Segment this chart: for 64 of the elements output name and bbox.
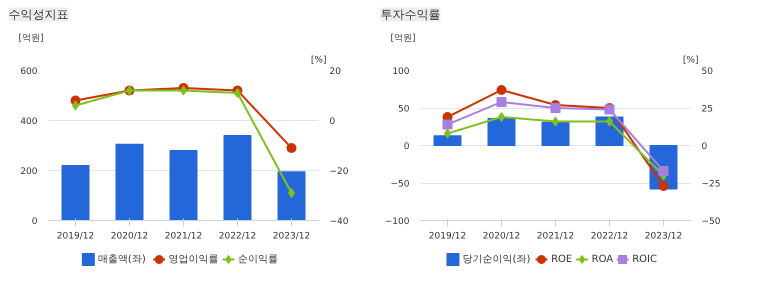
x-tick-label: 2019/12 [56,232,94,242]
x-tick-label: 2022/12 [590,232,628,242]
point [658,166,668,176]
chart-title: 수익성지표 [8,8,68,22]
y2-tick-label: 50 [702,67,714,77]
bar [170,150,198,220]
y2-tick-label: 20 [330,67,342,77]
x-tick-label: 2020/12 [482,232,520,242]
chart-title: 투자수익률 [380,8,440,22]
point [496,85,506,95]
y-tick-label: 600 [20,67,38,77]
point [552,116,559,126]
point [444,128,451,138]
x-tick-label: 2021/12 [164,232,202,242]
x-tick-label: 2021/12 [536,232,574,242]
y-axis-title: [억원] [18,34,44,44]
y-tick-label: 100 [392,67,410,77]
bar [434,135,462,146]
point [606,116,613,126]
legend-label: 매출액(좌) [98,254,146,265]
y2-tick-label: 25 [702,104,713,114]
bar [488,118,516,146]
x-tick-label: 2023/12 [272,232,310,242]
y-tick-label: 200 [20,167,38,177]
legend-label: 순이익률 [238,254,278,265]
y-tick-label: 50 [398,104,410,114]
bar [224,135,252,220]
point [180,86,187,96]
point [234,88,241,98]
x-tick-label: 2022/12 [218,232,256,242]
x-tick-label: 2023/12 [644,232,682,242]
y-tick-label: −50 [390,180,410,190]
y2-tick-label: 0 [702,142,708,152]
y2-tick-label: −40 [330,217,349,227]
point [498,112,505,122]
y2-tick-label: −20 [330,167,349,177]
point [496,97,506,107]
y-tick-label: −100 [384,217,410,227]
y2-tick-label: −50 [702,217,721,227]
bar [278,171,306,220]
legend-label: ROE [551,254,572,265]
point [658,181,668,191]
bar [62,165,90,220]
y-axis-title: [억원] [390,34,416,44]
bar [542,122,570,146]
y-tick-label: 0 [32,217,38,227]
point [442,120,452,130]
legend-label: ROA [592,254,614,265]
point [288,188,295,198]
y-tick-label: 400 [20,117,38,127]
legend-label: 당기순이익(좌) [462,254,530,265]
point [72,100,79,110]
y-tick-label: 0 [404,142,410,152]
point [286,143,296,153]
legend-label: 영업이익률 [168,254,219,265]
x-tick-label: 2020/12 [110,232,148,242]
point [550,103,560,113]
y2-tick-label: −25 [702,180,720,190]
bar [116,144,144,220]
y2-axis-title: [%] [310,56,327,66]
y2-axis-title: [%] [682,56,699,66]
y2-tick-label: 0 [330,117,336,127]
legend-label: ROIC [632,254,657,265]
x-tick-label: 2019/12 [428,232,466,242]
